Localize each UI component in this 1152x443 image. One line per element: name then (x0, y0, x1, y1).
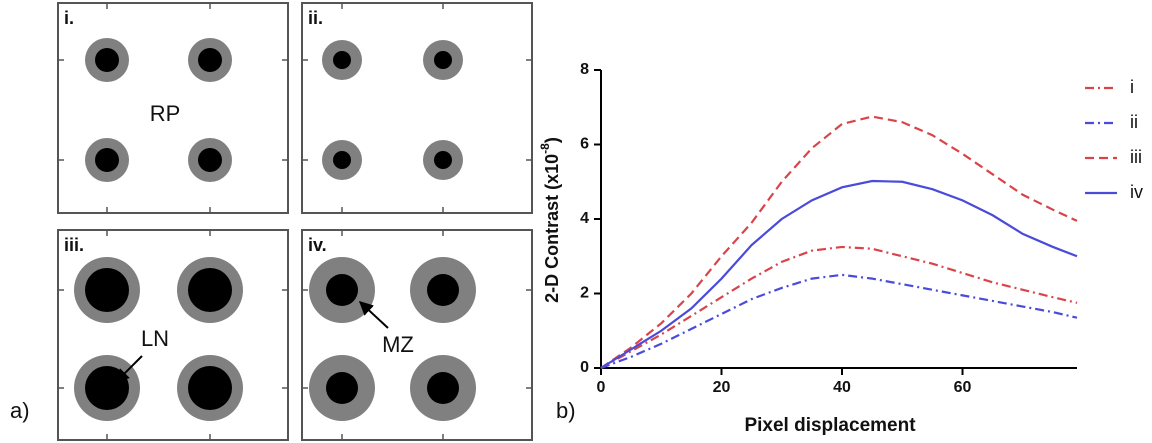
annotation: MZ (382, 332, 414, 357)
panel-label: ii. (308, 8, 323, 28)
lymphoid-nodule (188, 366, 232, 410)
x-axis-label: Pixel displacement (744, 415, 916, 436)
y-tick-label: 0 (580, 359, 589, 376)
arrow (115, 355, 143, 383)
lymphoid-nodule (434, 151, 452, 169)
panel-label: b) (556, 398, 576, 423)
panel-label: i. (64, 8, 74, 28)
lymphoid-nodule (95, 48, 119, 72)
lymphoid-nodule (427, 274, 459, 306)
y-axis-label-end: ) (542, 137, 562, 143)
y-tick-label: 4 (580, 210, 589, 227)
lymphoid-nodule (333, 151, 351, 169)
lymphoid-nodule (434, 51, 452, 69)
panel-label: iii. (64, 235, 84, 255)
series-line (600, 179, 1078, 369)
panel-a: i. ii. iii. iv. (57, 2, 533, 441)
series-line (600, 115, 1078, 369)
legend-label: iii (1130, 147, 1142, 167)
x-tick-label: 20 (713, 379, 731, 396)
y-tick-label: 8 (580, 61, 589, 78)
lymphoid-nodule (95, 148, 119, 172)
lymphoid-nodule (188, 268, 232, 312)
lymphoid-nodule (326, 372, 358, 404)
lymphoid-nodule (427, 372, 459, 404)
series-line (600, 273, 1078, 370)
panel-label: a) (10, 398, 30, 423)
lymphoid-nodule (85, 366, 129, 410)
lymphoid-nodule (198, 48, 222, 72)
lymphoid-nodule (333, 51, 351, 69)
lymphoid-nodule (326, 274, 358, 306)
legend-label: ii (1130, 112, 1138, 132)
legend-label: i (1130, 77, 1134, 97)
y-axis-label-exponent: -8 (538, 143, 552, 154)
x-tick-label: 60 (954, 379, 972, 396)
y-axis-label: 2-D Contrast (x10-8) (538, 137, 562, 303)
series-line (600, 245, 1078, 369)
arrow (358, 301, 389, 329)
y-tick-label: 6 (580, 136, 589, 153)
panel-label: iv. (308, 235, 327, 255)
y-tick-label: 2 (580, 285, 589, 302)
lymphoid-nodule (198, 148, 222, 172)
annotation: LN (141, 326, 169, 351)
lymphoid-nodule (85, 268, 129, 312)
y-axis-label-text: 2-D Contrast (x10 (542, 154, 562, 303)
x-tick-label: 40 (833, 379, 851, 396)
annotation: RP (150, 101, 181, 126)
x-tick-label: 0 (597, 379, 606, 396)
legend-label: iv (1130, 182, 1143, 202)
panel-frame (301, 2, 533, 214)
